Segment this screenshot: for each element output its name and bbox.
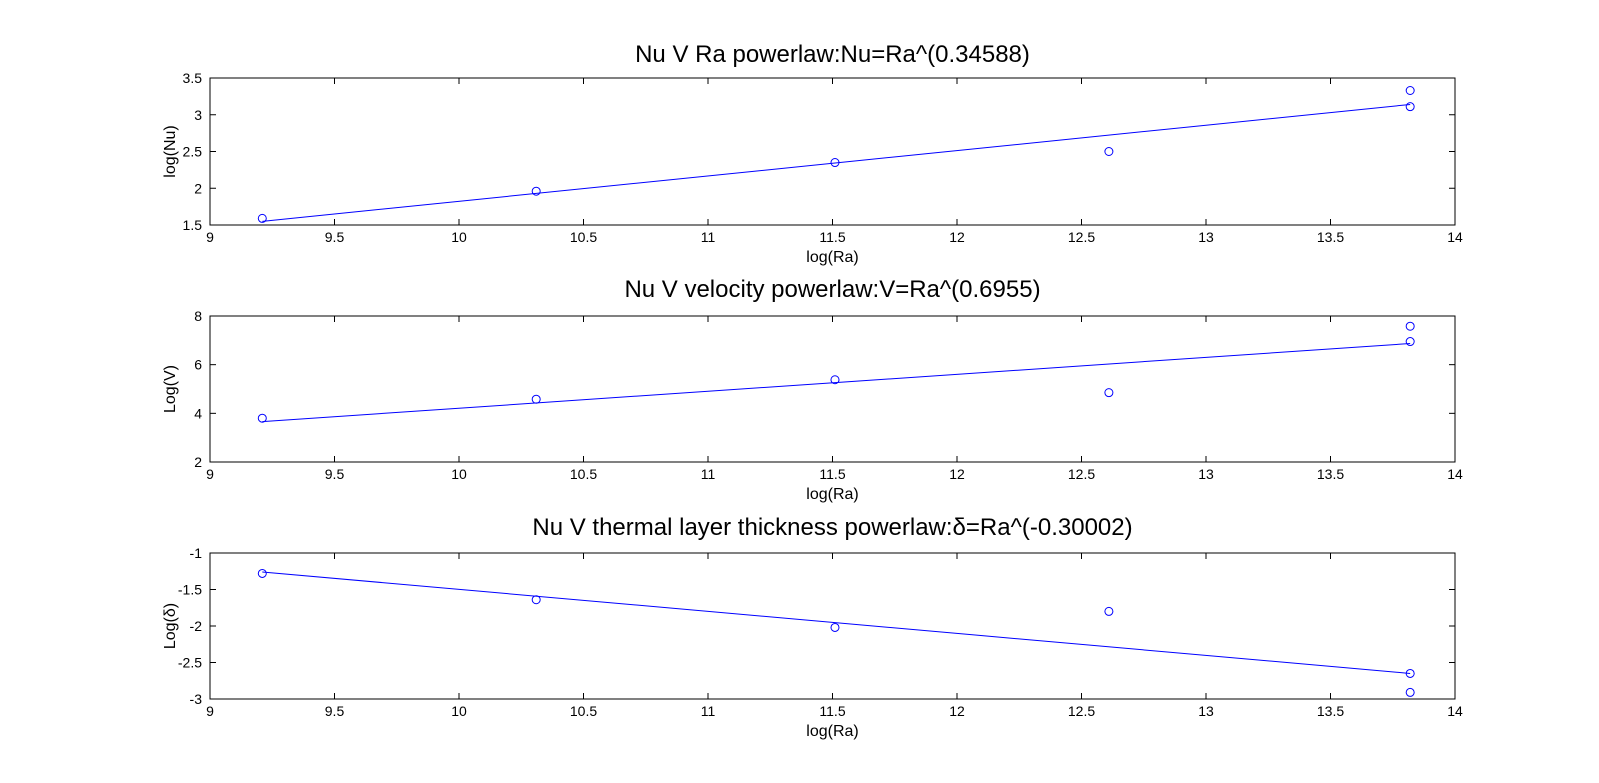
y-tick-label: 8 xyxy=(194,308,202,324)
chart-panel-3: Nu V thermal layer thickness powerlaw:δ=… xyxy=(162,514,1463,740)
chart-title: Nu V thermal layer thickness powerlaw:δ=… xyxy=(532,514,1132,541)
chart-title: Nu V Ra powerlaw:Nu=Ra^(0.34588) xyxy=(635,41,1030,68)
y-tick-label: 4 xyxy=(194,405,202,421)
x-axis-label: log(Ra) xyxy=(806,486,858,503)
data-point xyxy=(531,186,541,196)
x-tick-label: 12.5 xyxy=(1068,703,1095,719)
x-tick-label: 12 xyxy=(949,703,965,719)
x-tick-label: 13.5 xyxy=(1317,703,1344,719)
x-tick-label: 13.5 xyxy=(1317,466,1344,482)
chart-panel-1: Nu V Ra powerlaw:Nu=Ra^(0.34588) 9 9.5 10 10… xyxy=(162,41,1463,266)
y-tick-label: 2 xyxy=(194,454,202,470)
fit-line xyxy=(262,342,1411,423)
x-tick-label: 13 xyxy=(1198,229,1214,245)
y-tick-label: -2 xyxy=(190,618,203,634)
y-tick-label: -1 xyxy=(190,545,203,561)
y-tick-label: 6 xyxy=(194,357,202,373)
chart-title: Nu V velocity powerlaw:V=Ra^(0.6955) xyxy=(624,276,1040,303)
x-tick-label: 13 xyxy=(1198,703,1214,719)
y-tick-label: -1.5 xyxy=(178,582,202,598)
x-tick-label: 13 xyxy=(1198,466,1214,482)
x-tick-label: 10 xyxy=(451,466,467,482)
data-point xyxy=(257,413,267,423)
y-tick-label: 3 xyxy=(194,107,202,123)
plot-area xyxy=(209,552,1456,700)
x-tick-label: 11.5 xyxy=(819,703,845,719)
x-axis-label: log(Ra) xyxy=(806,249,858,266)
x-tick-label: 11.5 xyxy=(819,229,845,245)
x-tick-label: 12 xyxy=(949,229,965,245)
data-point xyxy=(1405,337,1415,347)
y-tick-label: 1.5 xyxy=(183,217,203,233)
x-tick-label: 9 xyxy=(206,703,214,719)
y-tick-label: 3.5 xyxy=(183,70,203,86)
x-tick-label: 12.5 xyxy=(1068,229,1095,245)
x-tick-label: 9.5 xyxy=(325,466,345,482)
data-point xyxy=(830,622,840,632)
x-tick-label: 13.5 xyxy=(1317,229,1344,245)
x-tick-label: 10.5 xyxy=(570,466,597,482)
x-tick-label: 14 xyxy=(1447,229,1463,245)
y-axis-label: Log(V) xyxy=(162,365,179,413)
x-tick-label: 11 xyxy=(701,703,716,719)
data-point xyxy=(830,375,840,385)
data-point xyxy=(1405,321,1415,331)
x-axis-label: log(Ra) xyxy=(806,723,858,740)
x-tick-label: 9 xyxy=(206,229,214,245)
x-tick-label: 10.5 xyxy=(570,703,597,719)
data-point xyxy=(1104,147,1114,156)
x-tick-label: 9.5 xyxy=(325,703,345,719)
chart-panel-2: Nu V velocity powerlaw:V=Ra^(0.6955) 9 9.5… xyxy=(162,276,1463,503)
y-axis-label: Log(δ) xyxy=(162,603,179,649)
x-tick-label: 10 xyxy=(451,703,467,719)
plot-area xyxy=(209,77,1456,226)
x-tick-label: 12.5 xyxy=(1068,466,1095,482)
x-tick-label: 9 xyxy=(206,466,214,482)
x-tick-label: 11 xyxy=(701,229,716,245)
data-point xyxy=(257,213,267,223)
data-point xyxy=(1405,687,1415,697)
x-tick-label: 11 xyxy=(701,466,716,482)
fit-line xyxy=(262,103,1411,222)
x-tick-label: 14 xyxy=(1447,466,1463,482)
y-axis-label: log(Nu) xyxy=(162,125,179,177)
x-tick-label: 10.5 xyxy=(570,229,597,245)
x-tick-label: 9.5 xyxy=(325,229,345,245)
y-tick-label: -3 xyxy=(190,691,203,707)
plot-area xyxy=(209,315,1456,463)
data-point xyxy=(257,568,267,578)
y-tick-label: 2 xyxy=(194,180,202,196)
data-point xyxy=(1405,102,1415,112)
y-tick-label: 2.5 xyxy=(183,144,203,160)
data-point xyxy=(1405,85,1415,95)
data-point xyxy=(1104,606,1114,616)
x-tick-label: 12 xyxy=(949,466,965,482)
data-point xyxy=(1104,388,1114,398)
x-tick-label: 10 xyxy=(451,229,467,245)
x-tick-label: 11.5 xyxy=(819,466,845,482)
fit-line xyxy=(262,571,1411,674)
y-tick-label: -2.5 xyxy=(178,655,202,671)
x-tick-label: 14 xyxy=(1447,703,1463,719)
